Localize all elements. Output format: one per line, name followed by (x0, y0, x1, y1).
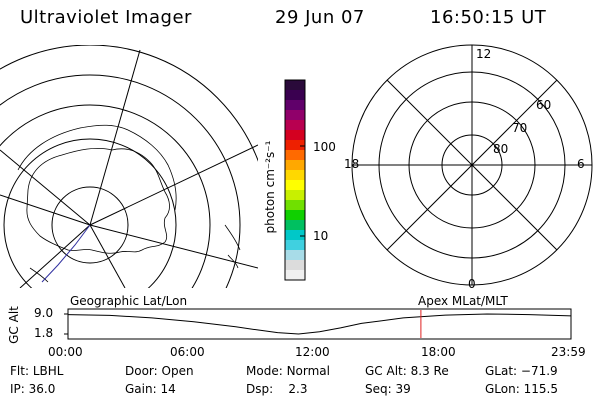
seq-field: Seq: 39 (365, 382, 411, 396)
glon-value: 115.5 (523, 382, 558, 396)
geographic-map (0, 45, 258, 288)
gc-alt-label: GC Alt: (365, 364, 407, 378)
colorbar-segment (285, 190, 305, 201)
latitude-ring (0, 74, 241, 288)
timeline-xtick-label: 18:00 (421, 345, 456, 359)
mlt-label-6: 6 (577, 157, 585, 171)
mode-value: Normal (286, 364, 330, 378)
colorbar-segment (285, 210, 305, 221)
seq-label: Seq: (365, 382, 392, 396)
dsp-value: 2.3 (288, 382, 308, 396)
glon-field: GLon: 115.5 (485, 382, 558, 396)
glon-label: GLon: (485, 382, 520, 396)
meridian-line (89, 144, 258, 226)
dsp-label: Dsp: (246, 382, 274, 396)
polar-plot-title: Apex MLat/MLT (418, 294, 508, 308)
latitude-ring (3, 138, 177, 288)
glat-value: −71.9 (520, 364, 558, 378)
coastline (224, 224, 241, 269)
colorbar-tick-label: 100 (313, 140, 336, 154)
gain-field: Gain: 14 (125, 382, 176, 396)
colorbar-segment (285, 260, 305, 271)
colorbar-segment (285, 100, 305, 111)
dsp-field: Dsp: 2.3 (246, 382, 308, 396)
altitude-curve (67, 313, 572, 335)
meridian-line (0, 194, 91, 226)
timeline-xtick-label: 12:00 (295, 345, 330, 359)
coastline (26, 147, 170, 254)
mlat-label-60: 60 (536, 98, 552, 112)
colorbar-segment (285, 160, 305, 171)
colorbar-tick-label: 10 (313, 229, 329, 243)
colorbar-segment (285, 130, 305, 141)
timeline-ylabel: GC Alt (7, 306, 21, 344)
polar-plot (351, 44, 593, 286)
mlt-diagonal (386, 79, 558, 251)
colorbar-segment (285, 110, 305, 121)
door-field: Door: Open (125, 364, 194, 378)
meridian-line (0, 149, 91, 226)
mode-field: Mode: Normal (246, 364, 330, 378)
filter-field: Flt: LBHL (10, 364, 63, 378)
latitude-ring (0, 104, 211, 288)
meridian-line (89, 224, 126, 288)
gain-value: 14 (160, 382, 176, 396)
colorbar-segment (285, 80, 305, 91)
door-label: Door: (125, 364, 158, 378)
mlt-label-18: 18 (344, 157, 360, 171)
timeline-xtick-label: 00:00 (48, 345, 83, 359)
colorbar-segment (285, 90, 305, 101)
colorbar-segment (285, 170, 305, 181)
colorbar-segment (285, 140, 305, 151)
ice-shelf (17, 124, 177, 211)
gc-alt-field: GC Alt: 8.3 Re (365, 364, 449, 378)
seq-value: 39 (395, 382, 411, 396)
colorbar-segment (285, 250, 305, 261)
timeline-xtick-label: 23:59 (551, 345, 586, 359)
mlt-label-12: 12 (476, 47, 492, 61)
colorbar-unit-label: photon cm⁻²s⁻¹ (263, 140, 277, 234)
latitude-ring (51, 186, 129, 264)
colorbar-segment (285, 200, 305, 211)
color-scale-bar (285, 80, 305, 281)
timeline-ytick-label: 9.0 (34, 306, 54, 320)
latitude-ring (0, 45, 258, 162)
glat-label: GLat: (485, 364, 518, 378)
timeline-ytick-label: 1.8 (34, 326, 54, 340)
instrument-title: Ultraviolet Imager (20, 7, 192, 28)
glat-field: GLat: −71.9 (485, 364, 558, 378)
colorbar-segment (285, 150, 305, 161)
colorbar-segment (285, 120, 305, 131)
meridian-line (89, 49, 141, 226)
ip-label: IP: (10, 382, 25, 396)
mlat-label-70: 70 (512, 121, 528, 135)
mlat-label-80: 80 (493, 142, 509, 156)
ip-field: IP: 36.0 (10, 382, 55, 396)
geo-map-title: Geographic Lat/Lon (70, 294, 188, 308)
spacecraft-track (41, 224, 91, 283)
date-label: 29 Jun 07 (275, 7, 365, 28)
gc-alt-value: 8.3 Re (410, 364, 449, 378)
ip-value: 36.0 (28, 382, 56, 396)
time-label: 16:50:15 UT (430, 7, 547, 28)
timeline-frame (67, 308, 572, 340)
meridian-line (89, 224, 258, 269)
mode-label: Mode: (246, 364, 283, 378)
colorbar-segment (285, 230, 305, 241)
gain-label: Gain: (125, 382, 157, 396)
colorbar-segment (285, 270, 305, 281)
colorbar-segment (285, 220, 305, 231)
color-scale-frame (284, 79, 306, 281)
filter-label: Flt: (10, 364, 29, 378)
colorbar-segment (285, 180, 305, 191)
mlt-label-0: 0 (468, 277, 476, 291)
coastline (29, 267, 49, 283)
timeline-xtick-label: 06:00 (170, 345, 205, 359)
colorbar-segment (285, 240, 305, 251)
filter-value: LBHL (32, 364, 64, 378)
door-value: Open (161, 364, 194, 378)
meridian-line (19, 224, 91, 288)
